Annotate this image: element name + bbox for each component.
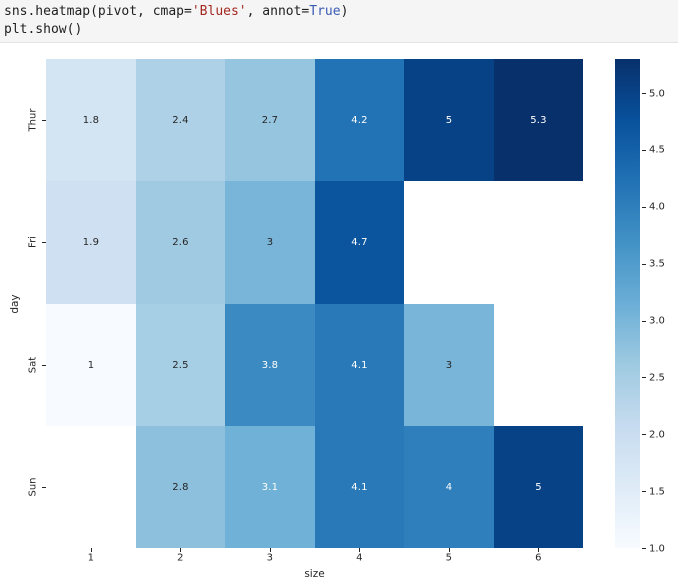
code-token-default: ) [340,4,349,19]
heatmap-cell: 3 [225,181,315,304]
heatmap-plot-area: 1.8 2.4 2.7 4.2 5 5.3 1.9 2.6 3 4.7 1 2.5 3.8 4.1 3 2.8… [46,59,583,548]
heatmap-cell: 2.8 [136,426,225,548]
x-tick-mark [90,548,92,552]
cell-annotation: 4.1 [351,481,368,493]
heatmap-cell: 3.8 [225,304,315,426]
cell-annotation: 5 [535,481,542,493]
heatmap-cell: 2.5 [136,304,225,426]
heatmap-cell: 2.6 [136,181,225,304]
colorbar-tick-mark [642,377,646,379]
heatmap-cell: 5 [404,59,494,181]
heatmap-cell: 1.9 [46,181,136,304]
colorbar-tick-mark [642,149,646,151]
code-token-default: sns.heatmap(pivot, cmap= [4,4,192,19]
cell-annotation: 2.6 [172,237,189,248]
heatmap-cell: 4 [404,426,494,548]
x-axis-tick-label: 1 [87,552,94,564]
y-axis-tick-label: Fri [27,236,39,249]
heatmap-cell: 2.7 [225,59,315,181]
colorbar-tick-label: 2.0 [649,429,665,441]
y-axis-label: day [9,293,21,314]
x-tick-mark [269,548,271,552]
cell-annotation: 4 [445,481,453,493]
cell-annotation: 3.8 [261,359,279,371]
code-editor[interactable]: sns.heatmap(pivot, cmap='Blues', annot=T… [0,0,678,39]
colorbar-tick-mark [642,320,646,322]
cell-annotation: 3 [445,359,453,371]
heatmap-cell: 4.1 [315,426,404,548]
colorbar-tick-label: 1.5 [649,486,665,498]
colorbar-tick-mark [642,434,646,436]
x-tick-mark [448,548,450,552]
cell-annotation: 3 [266,237,274,248]
cell-annotation: 1 [87,359,95,371]
cell-annotation: 1.8 [82,114,100,126]
heatmap-cell: 3 [404,304,494,426]
cell-annotation: 4.2 [351,114,368,126]
cell-annotation: 4.1 [351,359,368,371]
x-axis-tick-label: 5 [445,552,452,564]
cell-annotation: 2.5 [172,359,189,371]
colorbar-tick-label: 4.0 [649,201,665,213]
heatmap-cell: 4.1 [315,304,404,426]
code-line: plt.show() [4,21,678,39]
colorbar-tick-label: 4.5 [649,144,665,156]
cell-annotation: 3.1 [261,481,279,493]
code-token-default: plt.show() [4,22,83,37]
x-tick-mark [359,548,361,552]
x-axis-tick-label: 6 [535,552,542,564]
x-axis-label: size [304,568,325,580]
code-cell[interactable]: sns.heatmap(pivot, cmap='Blues', annot=T… [0,0,678,43]
heatmap-cell: 4.2 [315,59,404,181]
heatmap-cell: 5.3 [494,59,583,181]
code-token-default: , annot= [246,4,310,19]
heatmap-cell: 3.1 [225,426,315,548]
code-token-string: 'Blues' [191,4,247,19]
cell-annotation: 5.3 [530,114,547,126]
heatmap-cell: 4.7 [315,181,404,304]
colorbar-tick-label: 2.5 [649,372,665,384]
cell-annotation: 2.8 [172,481,189,493]
x-axis-tick-label: 3 [266,552,273,564]
code-token-keyword: True [309,4,341,19]
colorbar-tick-mark [642,206,646,208]
y-axis-tick-label: Thur [27,108,39,132]
y-tick-mark [42,120,46,122]
x-tick-mark [538,548,540,552]
colorbar-tick-label: 3.0 [649,315,665,327]
y-tick-mark [42,364,46,366]
colorbar-tick-label: 1.0 [649,543,665,554]
colorbar-tick-label: 5.0 [649,88,665,100]
heatmap-cell: 1 [46,304,136,426]
x-tick-mark [180,548,182,552]
cell-annotation: 2.7 [261,114,279,126]
heatmap-cell: 1.8 [46,59,136,181]
colorbar-tick-label: 3.5 [649,258,665,270]
heatmap-cell: 2.4 [136,59,225,181]
cell-annotation: 5 [445,114,453,126]
x-axis-tick-label: 4 [356,552,363,564]
cell-annotation: 2.4 [172,114,189,126]
cell-annotation: 1.9 [82,237,100,248]
y-tick-mark [42,486,46,488]
heatmap-cell: 5 [494,426,583,548]
code-line: sns.heatmap(pivot, cmap='Blues', annot=T… [4,3,678,21]
y-tick-mark [42,242,46,244]
colorbar-tick-mark [642,93,646,95]
colorbar [615,59,640,548]
heatmap-figure: 1.8 2.4 2.7 4.2 5 5.3 1.9 2.6 3 4.7 1 2.5 3.8 4.1 3 2.8… [0,44,678,581]
cell-annotation: 4.7 [351,237,368,248]
colorbar-tick-mark [642,263,646,265]
x-axis-tick-label: 2 [177,552,184,564]
colorbar-tick-mark [642,548,646,549]
y-axis-tick-label: Sun [27,477,39,497]
y-axis-tick-label: Sat [27,356,39,373]
colorbar-tick-mark [642,491,646,493]
